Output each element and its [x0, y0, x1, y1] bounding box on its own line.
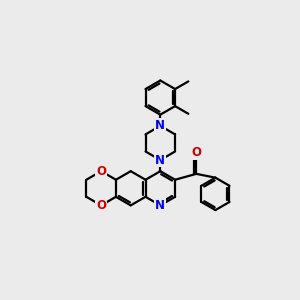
Text: O: O	[191, 146, 201, 159]
Text: N: N	[155, 199, 165, 212]
Text: N: N	[155, 119, 165, 132]
Text: N: N	[155, 154, 165, 166]
Text: O: O	[96, 165, 106, 178]
Text: O: O	[96, 199, 106, 212]
